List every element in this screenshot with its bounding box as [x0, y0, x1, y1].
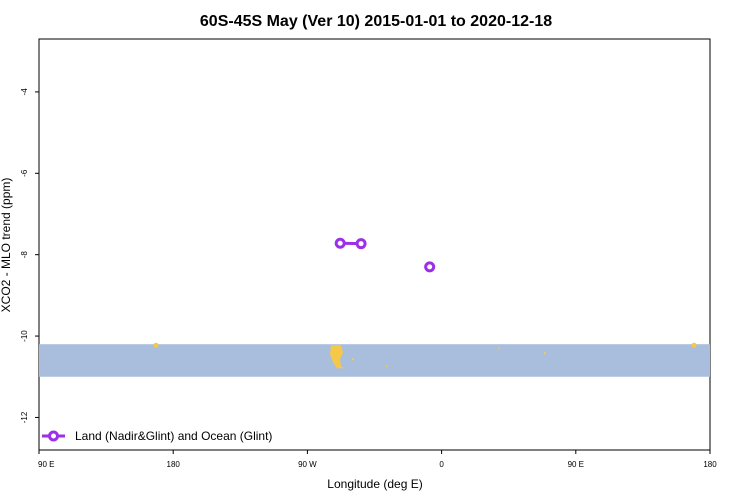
x-tick-label: 90 E	[568, 460, 584, 469]
latitude-band-fill	[39, 344, 710, 377]
y-tick-label: -10	[20, 330, 29, 342]
latitude-band	[39, 344, 710, 377]
x-axis-label: Longitude (deg E)	[327, 477, 422, 491]
land-south-america	[330, 345, 344, 369]
plot-frame	[38, 38, 711, 451]
y-tick-label: -6	[20, 169, 29, 177]
x-tick-label: 180	[167, 460, 181, 469]
data-point	[334, 237, 346, 249]
y-axis-label: XCO2 - MLO trend (ppm)	[0, 178, 13, 313]
land-features	[153, 342, 697, 369]
x-tick-label: 0	[439, 460, 444, 469]
land-speck	[351, 357, 355, 361]
y-tick-label: -4	[20, 88, 29, 96]
legend-marker-swatch	[48, 430, 59, 442]
x-tick-label: 90 W	[298, 460, 317, 469]
y-tick-label: -12	[20, 411, 29, 423]
y-tick-label: -8	[20, 251, 29, 259]
data-point	[424, 261, 436, 273]
land-speck	[543, 351, 547, 355]
x-tick-label: 90 E	[38, 460, 54, 469]
legend: Land (Nadir&Glint) and Ocean (Glint)	[42, 429, 272, 443]
land-speck	[498, 347, 500, 349]
legend-label: Land (Nadir&Glint) and Ocean (Glint)	[75, 429, 272, 443]
land-speck	[386, 365, 388, 368]
x-tick-label: 180	[703, 460, 717, 469]
series	[334, 237, 436, 273]
chart-title: 60S-45S May (Ver 10) 2015-01-01 to 2020-…	[200, 13, 552, 30]
x-axis: 90 E 180 90 W 0 90 E 180	[38, 450, 717, 469]
land-speck	[691, 342, 697, 348]
data-point	[355, 238, 367, 250]
y-axis: -4 -6 -8 -10 -12	[20, 88, 39, 423]
land-speck	[153, 342, 159, 348]
